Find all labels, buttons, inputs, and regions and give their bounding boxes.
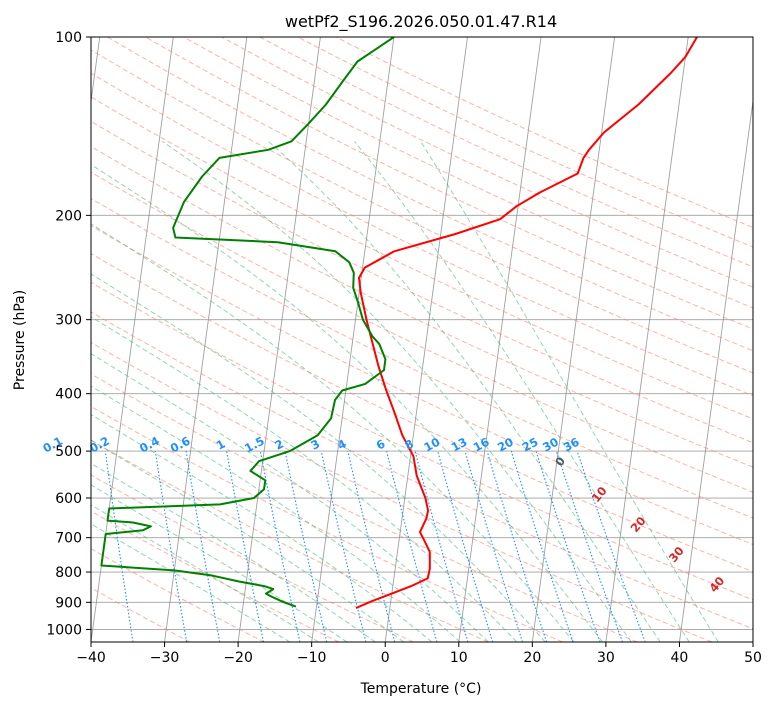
dry-adiabat bbox=[91, 225, 753, 546]
y-tick-label: 500 bbox=[55, 444, 82, 460]
mixing-ratio-line bbox=[259, 450, 301, 642]
dry-adiabat bbox=[91, 197, 753, 519]
moist-adiabat bbox=[91, 523, 291, 642]
dry-adiabat bbox=[91, 96, 753, 420]
chart-title: wetPf2_S196.2026.050.01.47.R14 bbox=[285, 12, 557, 32]
moist-adiabat bbox=[91, 462, 376, 642]
x-tick-label: 40 bbox=[671, 650, 689, 666]
axes: −40 −30 −20 −10 0 10 20 30 40 50 100 200 300 400 500 60… bbox=[46, 30, 762, 666]
x-axis-label: Temperature (°C) bbox=[360, 681, 482, 697]
mixing-ratio-line bbox=[437, 450, 494, 642]
x-tick-label: −40 bbox=[76, 650, 106, 666]
background-lines bbox=[91, 37, 753, 642]
mixing-ratio-line bbox=[510, 450, 574, 642]
dry-adiabat bbox=[91, 548, 265, 642]
mixing-ratio-label: 36 bbox=[561, 435, 582, 455]
dry-adiabat bbox=[91, 49, 753, 374]
isotherm-line bbox=[458, 37, 542, 642]
mixing-ratio-label: 13 bbox=[449, 435, 470, 455]
mixing-ratio-label: 25 bbox=[520, 435, 541, 455]
isotherm-line bbox=[384, 37, 468, 642]
mixing-ratio-line bbox=[535, 450, 601, 642]
y-tick-label: 700 bbox=[55, 531, 82, 547]
y-tick-label: 200 bbox=[55, 208, 82, 224]
y-tick-label: 100 bbox=[55, 30, 82, 46]
y-tick-label: 900 bbox=[55, 595, 82, 611]
mixing-ratio-line bbox=[576, 450, 646, 642]
moist-adiabat bbox=[91, 273, 546, 642]
moist-adiabat bbox=[354, 140, 690, 642]
isotherm-line bbox=[605, 37, 689, 642]
x-tick-label: −20 bbox=[223, 650, 253, 666]
dry-adiabat bbox=[91, 439, 489, 642]
mixing-ratio-label: 10 bbox=[421, 435, 442, 455]
mixing-ratio-label: 16 bbox=[471, 435, 492, 455]
isotherm-line bbox=[678, 97, 753, 642]
moist-adiabat bbox=[91, 414, 433, 642]
x-tick-label: 20 bbox=[523, 650, 541, 666]
dry-adiabat bbox=[145, 37, 753, 330]
moist-adiabat bbox=[91, 223, 575, 642]
mixing-ratio-line bbox=[486, 450, 548, 642]
x-tick-label: −10 bbox=[297, 650, 327, 666]
x-tick-label: 30 bbox=[597, 650, 615, 666]
y-tick-label: 1000 bbox=[46, 622, 82, 638]
y-tick-label: 800 bbox=[55, 565, 82, 581]
y-tick-label: 600 bbox=[55, 491, 82, 507]
dry-adiabat bbox=[91, 281, 753, 601]
dry-adiabat bbox=[91, 311, 753, 630]
x-tick-label: 10 bbox=[450, 650, 468, 666]
moist-adiabat bbox=[420, 141, 719, 642]
y-axis-label: Pressure (hPa) bbox=[12, 290, 28, 390]
dry-adiabat bbox=[91, 252, 753, 573]
dewpoint-line bbox=[100, 37, 395, 608]
data-lines bbox=[100, 37, 698, 609]
dry-adiabat bbox=[91, 474, 414, 642]
moist-adiabat bbox=[91, 353, 489, 642]
moist-adiabat bbox=[91, 439, 404, 642]
dry-adiabat bbox=[107, 37, 753, 352]
moist-adiabat bbox=[91, 504, 319, 642]
dry-adiabat bbox=[91, 120, 753, 444]
mixing-ratio-label: 20 bbox=[495, 435, 516, 455]
plot-frame bbox=[90, 36, 754, 643]
mixing-ratio-line bbox=[347, 450, 396, 642]
moist-adiabat bbox=[91, 163, 603, 642]
x-tick-label: −30 bbox=[150, 650, 180, 666]
moist-adiabat bbox=[267, 140, 661, 642]
dry-adiabat bbox=[91, 72, 753, 397]
x-tick-label: 50 bbox=[744, 650, 762, 666]
isotherm-line bbox=[237, 37, 321, 642]
y-tick-label: 400 bbox=[55, 387, 82, 403]
mixing-ratio-line bbox=[555, 450, 624, 642]
mixing-ratio-label: 30 bbox=[540, 435, 561, 455]
mixing-ratio-line bbox=[414, 450, 469, 642]
temperature-line bbox=[355, 37, 698, 609]
mixing-ratio-line bbox=[284, 450, 328, 642]
mixing-ratio-line bbox=[320, 450, 367, 642]
mixing-ratio-line bbox=[464, 450, 524, 642]
moist-adiabat bbox=[91, 316, 518, 642]
y-tick-label: 300 bbox=[55, 313, 82, 329]
isotherm-line bbox=[531, 37, 616, 642]
isotherm-line bbox=[164, 37, 248, 642]
x-tick-label: 0 bbox=[381, 650, 390, 666]
mixing-ratio-line bbox=[386, 450, 438, 642]
